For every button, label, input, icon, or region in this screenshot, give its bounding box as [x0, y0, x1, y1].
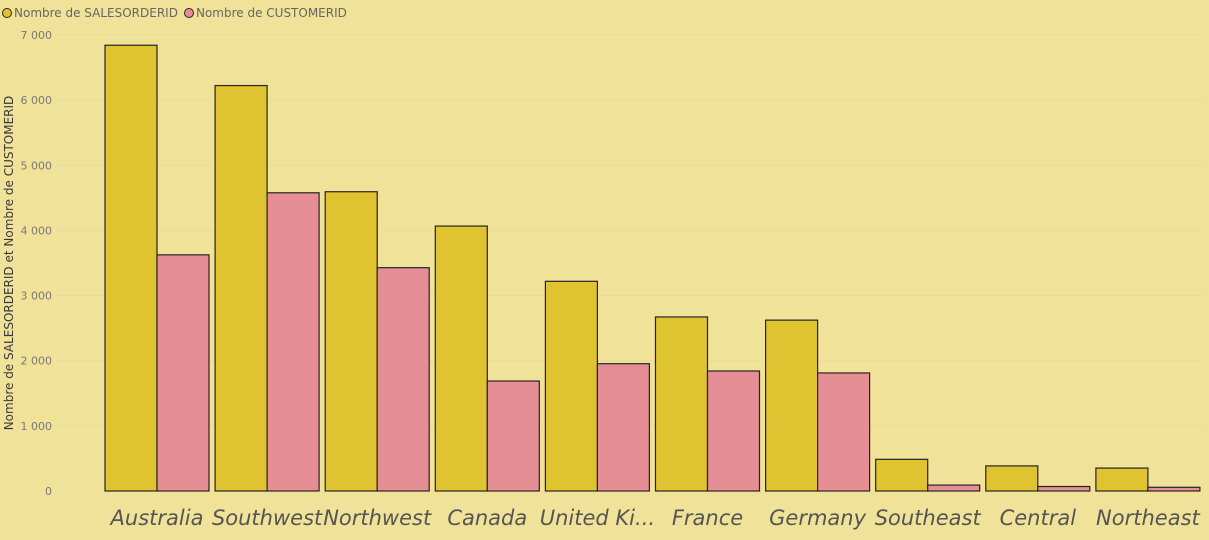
bar-customerid[interactable]	[156, 254, 210, 492]
x-tick-label: Southeast	[875, 506, 982, 530]
legend-swatch-customerid	[183, 8, 194, 18]
bar-salesorderid[interactable]	[544, 280, 599, 492]
bar-customerid[interactable]	[816, 372, 871, 492]
y-tick-label: 6 000	[21, 94, 53, 107]
bar-customerid[interactable]	[596, 363, 651, 492]
bar-customerid[interactable]	[1147, 486, 1201, 492]
bar-salesorderid[interactable]	[875, 458, 929, 492]
y-tick-label: 3 000	[21, 290, 53, 303]
x-tick-label: Northeast	[1096, 506, 1200, 530]
bar-customerid[interactable]	[266, 192, 320, 492]
bar-salesorderid[interactable]	[324, 191, 378, 492]
bar-salesorderid[interactable]	[654, 316, 709, 492]
y-tick-label: 1 000	[21, 420, 53, 433]
chart-legend: Nombre de SALESORDERID Nombre de CUSTOME…	[2, 5, 347, 21]
bar-salesorderid[interactable]	[985, 465, 1039, 492]
bar-customerid[interactable]	[706, 370, 761, 492]
bars	[104, 44, 1201, 492]
bar-salesorderid[interactable]	[1095, 467, 1149, 492]
bar-customerid[interactable]	[376, 267, 430, 492]
bar-salesorderid[interactable]	[104, 44, 158, 492]
legend-item-customerid[interactable]: Nombre de CUSTOMERID	[183, 6, 347, 20]
y-tick-label: 5 000	[21, 159, 53, 172]
y-tick-label: 0	[45, 485, 52, 498]
x-axis-ticks: Australia Southwest Northwest Canada United …	[109, 506, 1201, 530]
x-tick-label: Southwest	[212, 506, 323, 530]
legend-swatch-salesorderid	[2, 8, 12, 18]
x-tick-label: Australia	[109, 506, 204, 530]
y-tick-label: 2 000	[21, 355, 53, 368]
x-tick-label: Central	[1000, 506, 1077, 530]
legend-label-salesorderid: Nombre de SALESORDERID	[14, 6, 178, 20]
y-axis-ticks: 0 1 000 2 000 3 000 4 000 5 000 6 000 7 000	[21, 29, 53, 498]
x-tick-label: United Ki...	[540, 506, 655, 530]
y-axis-label: Nombre de SALESORDERID et Nombre de CUST…	[2, 96, 16, 431]
bar-customerid[interactable]	[1037, 485, 1091, 492]
x-tick-label: France	[672, 506, 743, 530]
bar-customerid[interactable]	[927, 484, 981, 492]
bar-salesorderid[interactable]	[434, 225, 488, 492]
x-tick-label: Germany	[769, 506, 866, 530]
x-tick-label: Canada	[447, 506, 527, 530]
bar-salesorderid[interactable]	[764, 319, 819, 492]
y-tick-label: 7 000	[21, 29, 53, 42]
y-tick-label: 4 000	[21, 224, 53, 237]
bar-customerid[interactable]	[486, 380, 540, 492]
bar-salesorderid[interactable]	[214, 84, 268, 492]
legend-label-customerid: Nombre de CUSTOMERID	[195, 6, 347, 20]
legend-item-salesorderid[interactable]: Nombre de SALESORDERID	[2, 6, 178, 20]
x-tick-label: Northwest	[323, 506, 432, 530]
